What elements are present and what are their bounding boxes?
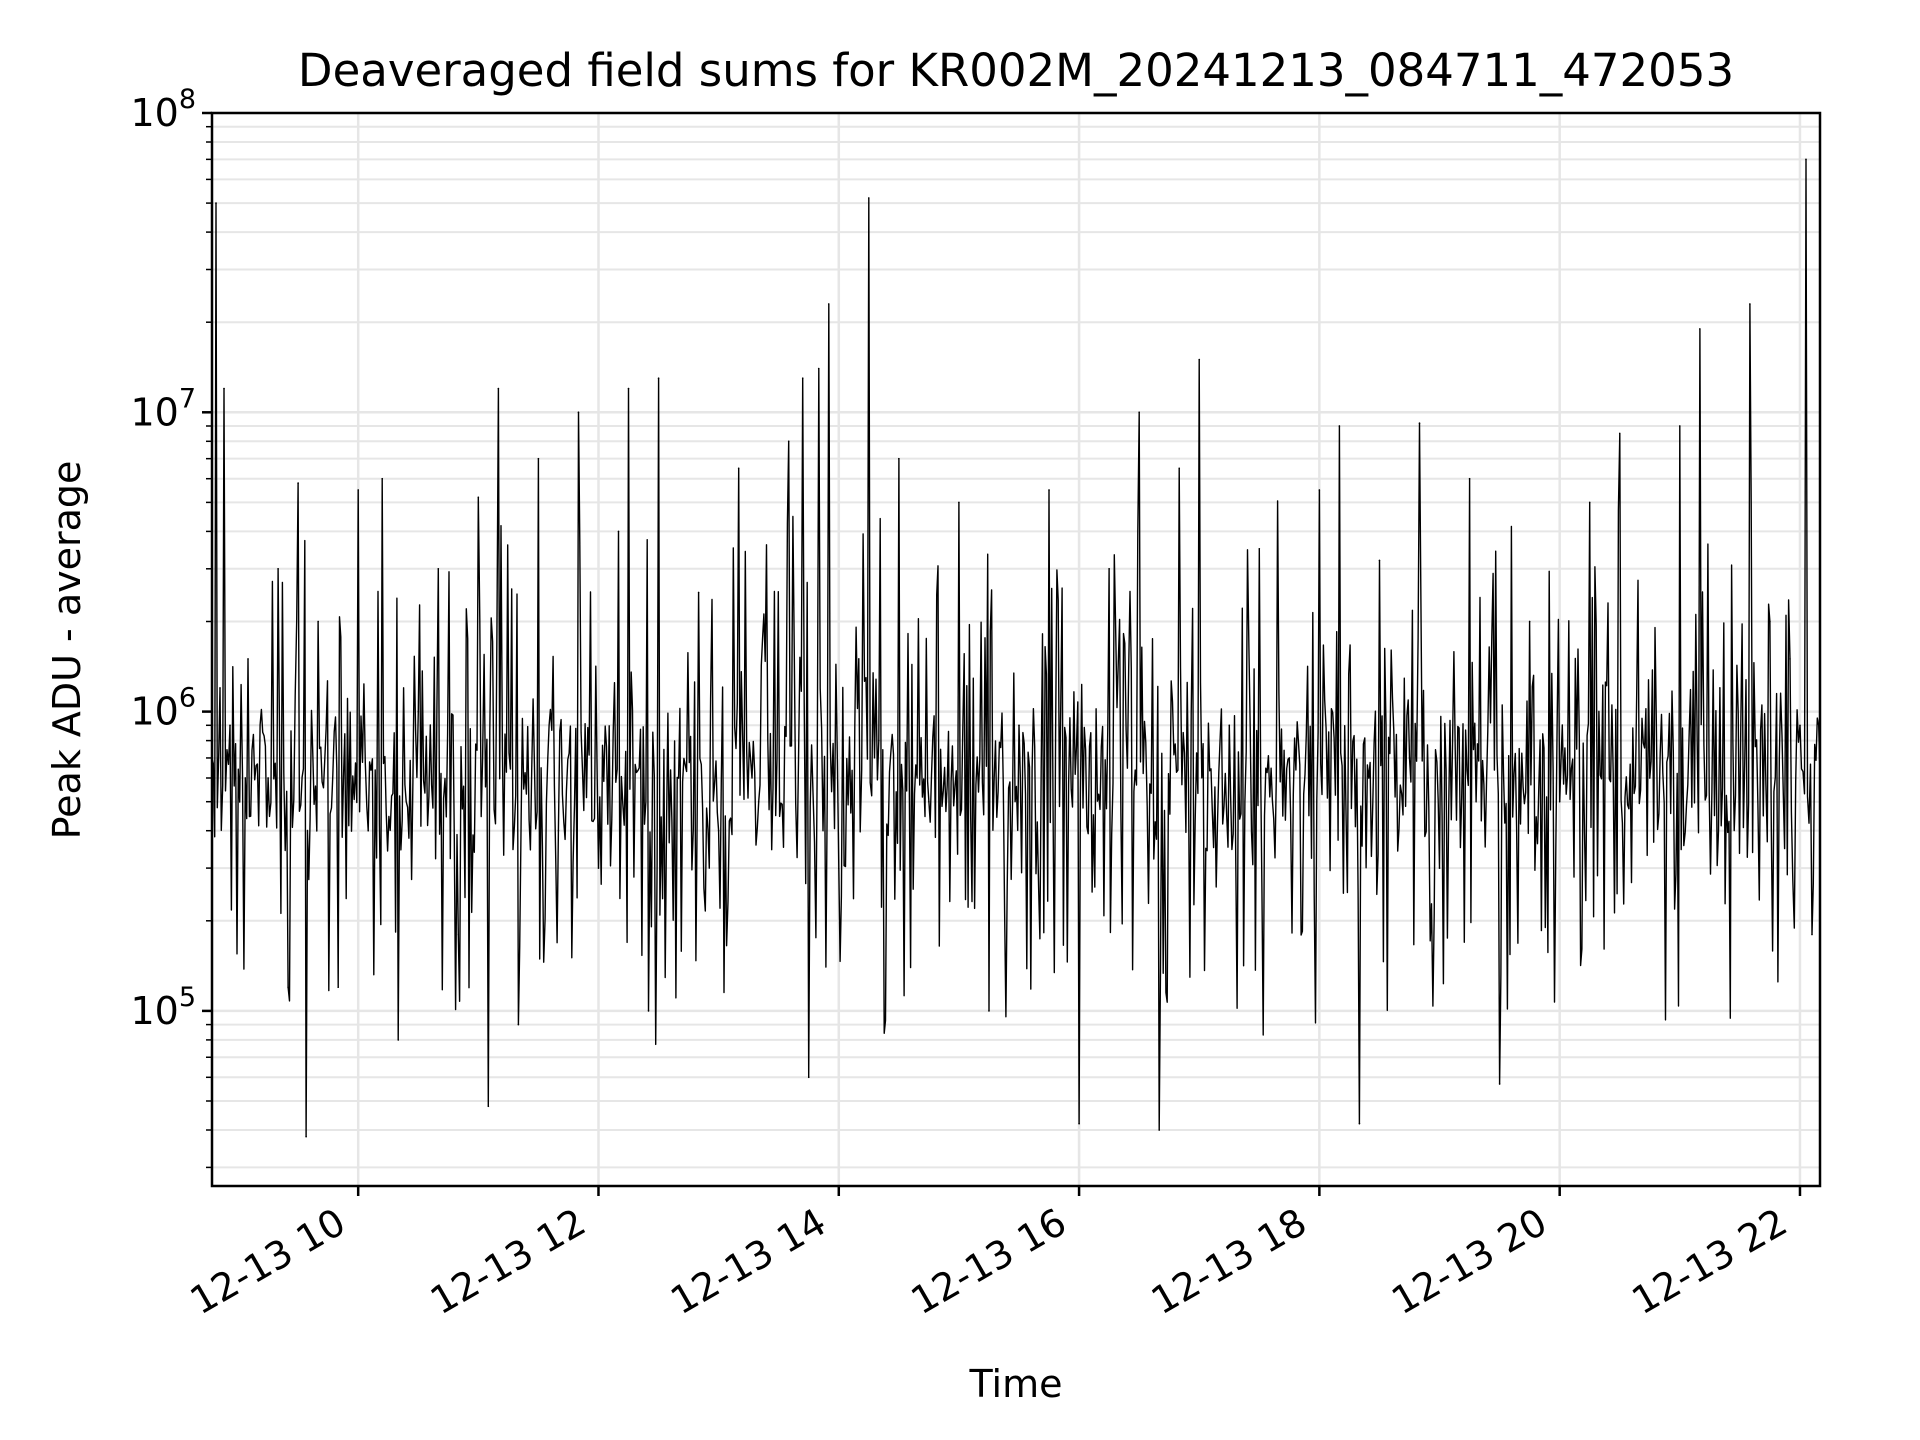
data-point [397, 1039, 400, 1041]
chart-title: Deaveraged field sums for KR002M_2024121… [298, 44, 1734, 97]
data-point [437, 567, 440, 570]
data-point [1198, 358, 1201, 361]
data-point [757, 800, 760, 803]
y-tick-label: 105 [130, 982, 196, 1033]
data-point [677, 777, 680, 779]
data-point [988, 1010, 990, 1012]
data-point [827, 303, 830, 305]
data-point [737, 467, 740, 470]
data-point [868, 197, 870, 199]
data-point [357, 489, 359, 491]
data-point [1618, 432, 1621, 435]
data-point [219, 687, 221, 689]
data-point [267, 777, 269, 779]
data-point [1679, 425, 1681, 427]
data-point [657, 377, 660, 379]
data-point [1749, 303, 1751, 305]
data-point [647, 1010, 650, 1012]
data-point [878, 739, 880, 742]
data-point [297, 482, 299, 484]
data-point [457, 933, 460, 936]
data-point [928, 800, 930, 803]
y-tick-label: 107 [130, 383, 196, 434]
data-point [367, 829, 369, 832]
data-point [617, 530, 620, 533]
data-point [337, 986, 339, 989]
data-point [417, 710, 420, 713]
data-point [537, 457, 540, 460]
data-point [1378, 559, 1381, 562]
y-axis: 105 106 107 108 [130, 84, 212, 1033]
data-point [215, 202, 217, 204]
data-point [1789, 658, 1791, 660]
data-point [1108, 567, 1110, 570]
data-point [801, 377, 804, 379]
data-point [627, 387, 630, 390]
data-point [858, 658, 860, 660]
y-tick-label: 106 [130, 683, 196, 734]
data-point [1799, 724, 1801, 727]
data-point [1158, 1129, 1160, 1131]
data-point [717, 829, 720, 832]
data-point [1558, 800, 1561, 803]
data-point [577, 411, 580, 414]
data-point [837, 867, 840, 869]
x-axis-label: Time [969, 1362, 1063, 1406]
data-point [277, 567, 279, 570]
data-point [229, 724, 231, 727]
y-axis-label: Peak ADU - average [45, 461, 89, 840]
data-point [1769, 620, 1771, 623]
data-point [1258, 547, 1261, 550]
data-point [1418, 422, 1421, 424]
data-point [1018, 724, 1020, 727]
grid [206, 111, 1820, 1186]
data-point [1528, 620, 1531, 623]
data-point [1318, 489, 1321, 491]
data-point [807, 1076, 810, 1079]
data-point [817, 367, 820, 370]
data-point [305, 1135, 307, 1138]
data-point [1228, 724, 1231, 727]
data-point [1138, 411, 1140, 414]
data-point [898, 457, 900, 460]
data-point [497, 387, 500, 390]
data-point [247, 658, 249, 660]
series-line [212, 158, 1820, 1138]
data-point [1588, 501, 1591, 504]
data-point [1178, 467, 1181, 470]
data-point [1408, 757, 1411, 759]
data-point [487, 1105, 490, 1108]
data-point [317, 620, 319, 623]
data-point [1358, 1122, 1361, 1125]
data-point [1078, 1122, 1080, 1125]
data-point [223, 387, 225, 390]
data-point [1811, 933, 1813, 936]
data-point [697, 591, 700, 594]
data-point [1805, 158, 1807, 161]
data-point [1648, 777, 1651, 779]
data-point [287, 986, 289, 989]
data-point [958, 501, 960, 504]
data-point [517, 1023, 520, 1026]
plot-frame [210, 111, 1822, 1188]
data-point [381, 477, 384, 480]
data-point [1048, 489, 1050, 491]
data-point [787, 440, 790, 443]
data-point [1468, 477, 1471, 480]
data-point [1338, 425, 1341, 427]
data-point [1719, 687, 1721, 689]
data-point [1438, 867, 1441, 869]
y-tick-label: 108 [130, 84, 196, 135]
series-layer [212, 158, 1820, 1138]
data-point [1288, 757, 1291, 759]
data-point [557, 829, 560, 832]
data-point [1699, 328, 1701, 330]
data-point [597, 867, 600, 869]
data-point [1498, 1083, 1501, 1085]
data-point [477, 496, 480, 499]
